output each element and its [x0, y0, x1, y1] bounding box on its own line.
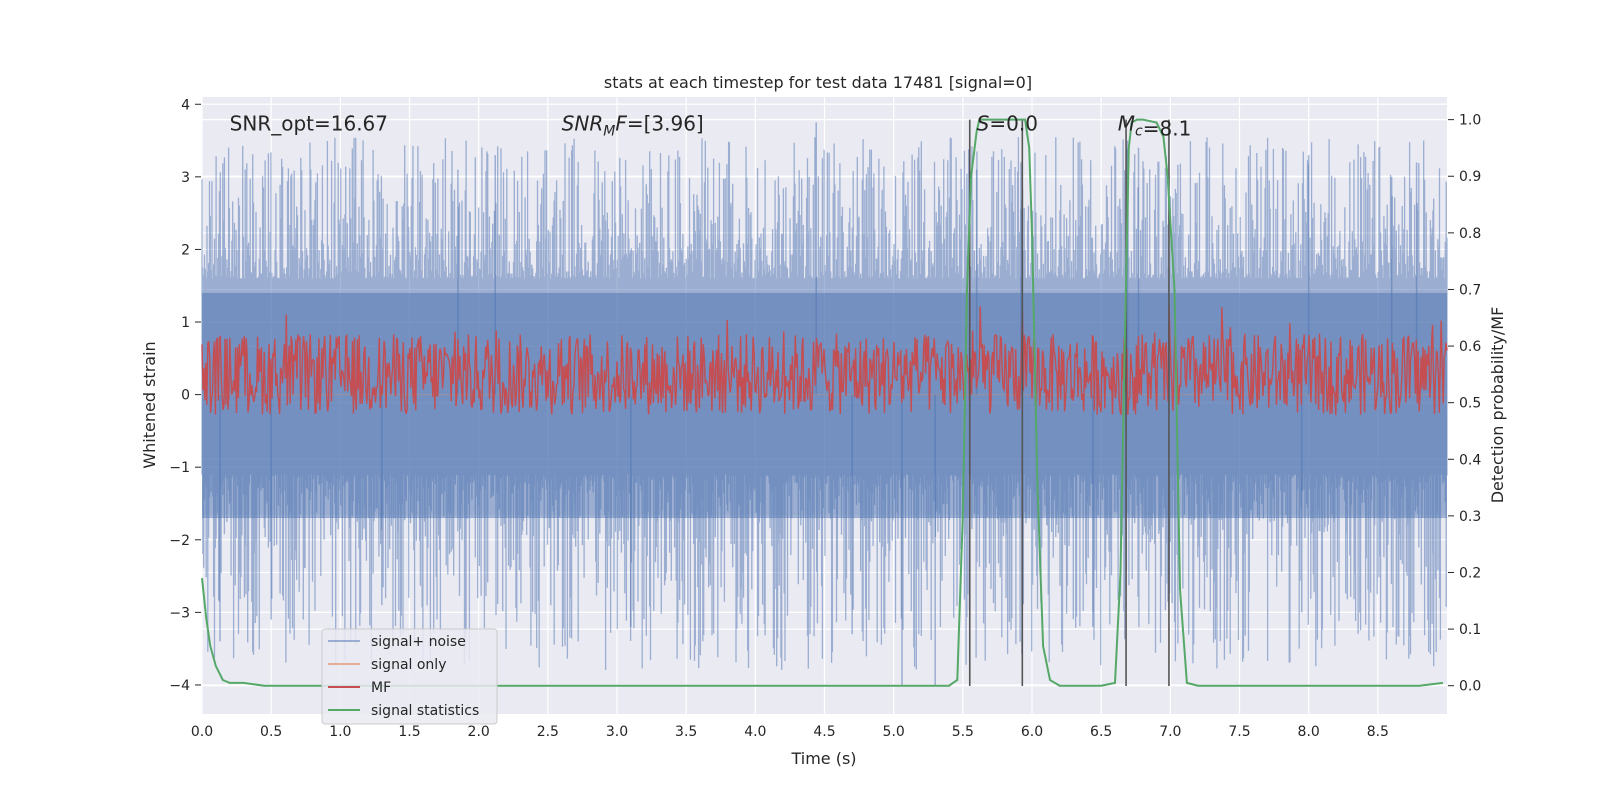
- x-tick-labels: 0.0 0.5 1.0 1.5 2.0 2.5 3.0 3.5 4.0 4.5 5.0 5.5 6.0 6…: [191, 724, 1389, 740]
- x-tick-label-6: 3.0: [606, 724, 628, 740]
- annotation-2: S=0.0: [977, 111, 1038, 135]
- x-tick-label-14: 7.0: [1159, 724, 1181, 740]
- y2-axis-label: Detection probability/MF: [1488, 307, 1507, 504]
- signal-noise-core: [202, 292, 1447, 519]
- mf-trace: [201, 305, 1448, 416]
- x-tick-label-17: 8.5: [1367, 724, 1389, 740]
- series-mf: [201, 305, 1448, 416]
- y-tick-label-0: −4: [169, 678, 190, 694]
- y-tick-label-1: −3: [169, 605, 190, 621]
- y2-tick-label-10: 1.0: [1459, 113, 1481, 129]
- x-tick-label-15: 7.5: [1228, 724, 1250, 740]
- x-tick-label-5: 2.5: [537, 724, 559, 740]
- y-tick-label-7: 3: [181, 170, 190, 186]
- y2-tick-label-4: 0.4: [1459, 452, 1481, 468]
- x-tick-label-2: 1.0: [329, 724, 351, 740]
- y-tick-label-8: 4: [181, 97, 190, 113]
- annotation-1: SNRMF=[3.96]: [562, 111, 704, 139]
- x-tick-label-8: 4.0: [744, 724, 766, 740]
- legend-label-signal-only: signal only: [371, 657, 446, 673]
- signal-statistics-line: [201, 118, 1444, 687]
- annotation-0: SNR_opt=16.67: [230, 111, 388, 135]
- x-tick-label-7: 3.5: [675, 724, 697, 740]
- y2-tick-label-9: 0.9: [1459, 169, 1481, 185]
- series-signal-statistics: [201, 118, 1444, 687]
- y-tick-label-3: −1: [169, 460, 190, 476]
- y2-tick-label-1: 0.1: [1459, 622, 1481, 638]
- y2-tick-label-2: 0.2: [1459, 565, 1481, 581]
- y2-tick-label-0: 0.0: [1459, 679, 1481, 695]
- y2-tick-label-6: 0.6: [1459, 339, 1481, 355]
- legend-label-signal-statistics: signal statistics: [371, 703, 479, 719]
- x-axis-label: Time (s): [790, 749, 856, 768]
- x-tick-label-12: 6.0: [1021, 724, 1043, 740]
- x-tick-label-11: 5.5: [952, 724, 974, 740]
- legend-box: [321, 628, 498, 725]
- x-tick-label-16: 8.0: [1298, 724, 1320, 740]
- y-axis-label: Whitened strain: [140, 341, 159, 468]
- x-tick-label-0: 0.0: [191, 724, 213, 740]
- y2-tick-label-7: 0.7: [1459, 282, 1481, 298]
- y2-tick-labels: 0.0 0.1 0.2 0.3 0.4 0.5 0.6 0.7 0.8 0.9 1.0: [1448, 113, 1481, 695]
- y2-tick-label-5: 0.5: [1459, 396, 1481, 412]
- x-tick-label-1: 0.5: [260, 724, 282, 740]
- y2-tick-label-8: 0.8: [1459, 226, 1481, 242]
- chart-title: stats at each timestep for test data 174…: [604, 73, 1032, 92]
- y-tick-label-6: 2: [181, 242, 190, 258]
- y-tick-label-5: 1: [181, 315, 190, 331]
- x-tick-label-3: 1.5: [398, 724, 420, 740]
- y2-tick-label-3: 0.3: [1459, 509, 1481, 525]
- legend: signal+ noise signal only MF signal stat…: [321, 628, 498, 725]
- x-tick-label-9: 4.5: [813, 724, 835, 740]
- y-tick-label-2: −2: [169, 533, 190, 549]
- x-tick-label-13: 6.5: [1090, 724, 1112, 740]
- annotation-3: Mc=8.1: [1118, 111, 1192, 140]
- legend-label-mf: MF: [371, 680, 391, 696]
- y-tick-labels: −4 −3 −2 −1 0 1 2 3 4: [169, 97, 201, 694]
- legend-label-signal-noise: signal+ noise: [371, 634, 466, 650]
- x-tick-label-10: 5.0: [883, 724, 905, 740]
- x-tick-label-4: 2.0: [468, 724, 490, 740]
- y-tick-label-4: 0: [181, 388, 190, 404]
- annotations: SNR_opt=16.67 SNRMF=[3.96] S=0.0 Mc=8.1: [230, 111, 1192, 140]
